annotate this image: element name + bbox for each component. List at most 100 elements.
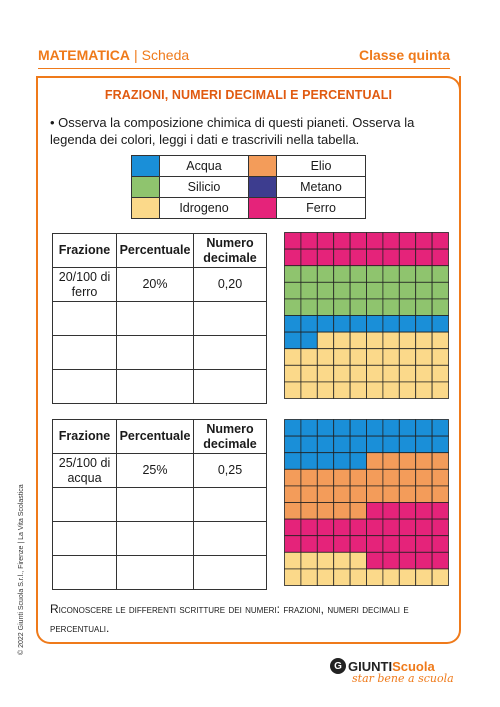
legend-swatch-metano [248, 176, 277, 198]
grid-cell-silicio [398, 298, 417, 316]
empty-cell[interactable] [52, 301, 117, 336]
grid-cell-silicio [431, 298, 449, 316]
grid-cell-ferro [366, 518, 384, 537]
header-decimal: Numero decimale [193, 419, 267, 454]
brand-name-a: GIUNTI [348, 658, 393, 674]
empty-cell[interactable] [116, 521, 194, 556]
empty-cell[interactable] [193, 335, 267, 370]
grid-cell-silicio [349, 281, 367, 300]
grid-cell-ferro [398, 551, 417, 570]
grade-label: Classe quinta [358, 47, 450, 63]
grid-cell-acqua [398, 435, 417, 454]
grid-cell-idrogeno [398, 568, 417, 586]
grid-cell-elio [415, 468, 433, 487]
grid-cell-elio [415, 485, 433, 503]
empty-cell[interactable] [116, 487, 194, 522]
grid-cell-idrogeno [349, 381, 367, 399]
grid-cell-ferro [382, 232, 400, 250]
empty-cell[interactable] [116, 369, 194, 404]
subject-label: MATEMATICA [38, 47, 131, 63]
grid-cell-idrogeno [284, 551, 302, 570]
grid-cell-elio [333, 468, 351, 487]
empty-cell[interactable] [116, 555, 194, 590]
grid-cell-acqua [366, 435, 384, 454]
grid-cell-ferro [415, 232, 433, 250]
grid-cell-acqua [398, 315, 417, 333]
grid-cell-idrogeno [333, 568, 351, 586]
grid-cell-idrogeno [300, 551, 318, 570]
grid-cell-acqua [349, 419, 367, 437]
empty-cell[interactable] [193, 369, 267, 404]
grid-cell-silicio [415, 281, 433, 300]
grid-cell-idrogeno [333, 348, 351, 366]
grid-cell-ferro [431, 502, 449, 520]
grid-cell-elio [366, 452, 384, 470]
grid-cell-idrogeno [316, 364, 335, 383]
legend-label-silicio: Silicio [159, 176, 249, 198]
grid-cell-idrogeno [431, 348, 449, 366]
grid-cell-idrogeno [431, 568, 449, 586]
worksheet-frame [36, 76, 461, 644]
legend-swatch-elio [248, 155, 277, 177]
grid-cell-ferro [284, 535, 302, 553]
legend-label-metano: Metano [276, 176, 366, 198]
header-percent: Percentuale [116, 419, 194, 454]
cell-decimal: 0,25 [193, 453, 267, 488]
grid-cell-idrogeno [366, 364, 384, 383]
grid-cell-idrogeno [382, 381, 400, 399]
grid-cell-silicio [382, 298, 400, 316]
grid-cell-idrogeno [284, 348, 302, 366]
grid-cell-idrogeno [349, 364, 367, 383]
empty-cell[interactable] [52, 369, 117, 404]
grid-cell-acqua [316, 315, 335, 333]
grid-cell-silicio [300, 265, 318, 283]
grid-cell-silicio [333, 265, 351, 283]
grid-cell-silicio [284, 265, 302, 283]
empty-cell[interactable] [193, 521, 267, 556]
legend-swatch-silicio [131, 176, 160, 198]
grid-cell-ferro [366, 551, 384, 570]
grid-cell-acqua [300, 315, 318, 333]
grid-cell-idrogeno [349, 348, 367, 366]
legend-label-ferro: Ferro [276, 197, 366, 219]
empty-cell[interactable] [116, 301, 194, 336]
grid-cell-idrogeno [398, 381, 417, 399]
empty-cell[interactable] [52, 335, 117, 370]
grid-cell-ferro [431, 518, 449, 537]
empty-cell[interactable] [193, 301, 267, 336]
empty-cell[interactable] [52, 521, 117, 556]
planet-grid-1 [284, 232, 449, 400]
grid-cell-silicio [366, 281, 384, 300]
grid-cell-acqua [415, 435, 433, 454]
grid-cell-ferro [316, 248, 335, 267]
empty-cell[interactable] [52, 555, 117, 590]
empty-cell[interactable] [193, 555, 267, 590]
grid-cell-acqua [300, 435, 318, 454]
grid-cell-idrogeno [431, 331, 449, 350]
header-fraction: Frazione [52, 419, 117, 454]
grid-cell-ferro [316, 232, 335, 250]
header-fraction: Frazione [52, 233, 117, 268]
grid-cell-acqua [333, 419, 351, 437]
cell-percent: 25% [116, 453, 194, 488]
grid-cell-elio [398, 468, 417, 487]
grid-cell-idrogeno [366, 348, 384, 366]
grid-cell-elio [415, 452, 433, 470]
grid-cell-ferro [349, 232, 367, 250]
empty-cell[interactable] [193, 487, 267, 522]
grid-cell-ferro [415, 248, 433, 267]
grid-cell-silicio [333, 281, 351, 300]
empty-cell[interactable] [116, 335, 194, 370]
grid-cell-ferro [300, 535, 318, 553]
grid-cell-acqua [284, 452, 302, 470]
grid-cell-elio [316, 502, 335, 520]
grid-cell-idrogeno [382, 331, 400, 350]
grid-cell-idrogeno [316, 381, 335, 399]
grid-cell-silicio [431, 265, 449, 283]
grid-cell-idrogeno [300, 381, 318, 399]
grid-cell-acqua [366, 315, 384, 333]
grid-cell-acqua [382, 419, 400, 437]
grid-cell-idrogeno [431, 381, 449, 399]
grid-cell-elio [316, 468, 335, 487]
empty-cell[interactable] [52, 487, 117, 522]
